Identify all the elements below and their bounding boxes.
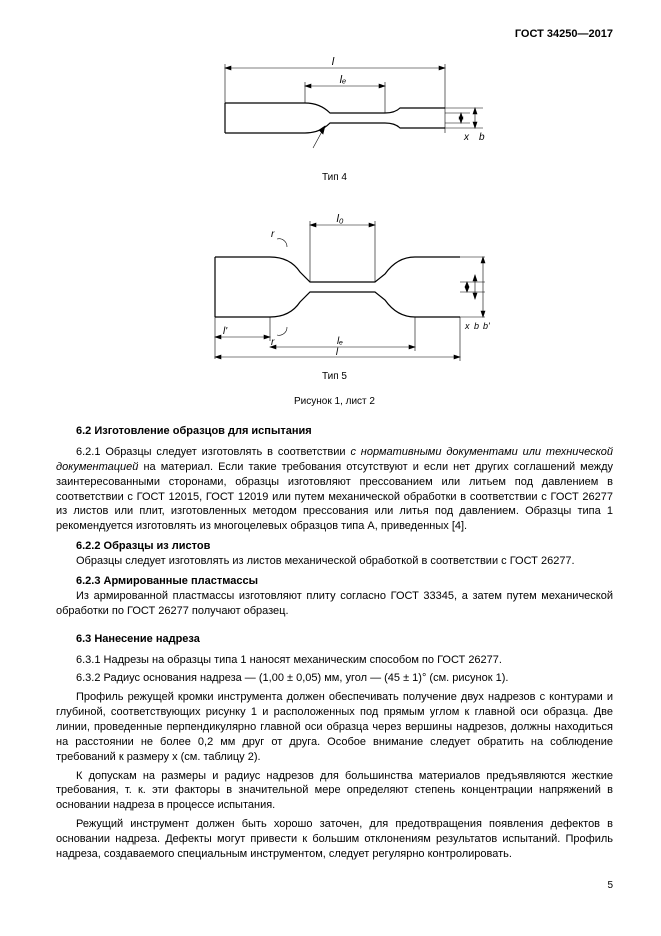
para-tool: Режущий инструмент должен быть хорошо за… xyxy=(56,817,613,862)
doc-header: ГОСТ 34250—2017 xyxy=(56,28,613,40)
fig5-label: Тип 5 xyxy=(56,371,613,382)
dim-l0: l₀ xyxy=(336,213,343,225)
heading-6-2: 6.2 Изготовление образцов для испытания xyxy=(76,425,613,437)
para-6-3-2: 6.3.2 Радиус основания надреза — (1,00 ±… xyxy=(56,671,613,686)
figure-type4: l lₑ x xyxy=(56,48,613,183)
dim-r1: r xyxy=(271,229,275,240)
dim-x: x xyxy=(463,132,470,143)
dim-le: lₑ xyxy=(339,74,346,86)
dim-lp: l' xyxy=(223,326,228,337)
dim-b5: b xyxy=(474,321,479,331)
dim-bp5: b' xyxy=(483,321,490,331)
p621-rest: на материал. Если такие требования отсут… xyxy=(56,461,613,532)
para-tolerances: К допускам на размеры и радиус надрезов … xyxy=(56,769,613,814)
page-number: 5 xyxy=(56,880,613,891)
dim-l: l xyxy=(331,56,334,68)
figure-type5: l₀ r r x b b' xyxy=(56,197,613,407)
para-6-2-2: Образцы следует изготовлять из листов ме… xyxy=(56,554,613,569)
dim-b: b xyxy=(479,132,485,143)
p621-lead: 6.2.1 Образцы следует изготовлять в соот… xyxy=(76,446,350,458)
para-6-3-1: 6.3.1 Надрезы на образцы типа 1 наносят … xyxy=(56,653,613,668)
para-6-2-3: Из армированной пластмассы изготовляют п… xyxy=(56,589,613,619)
heading-6-2-3: 6.2.3 Армированные пластмассы xyxy=(56,575,613,587)
dim-l5: l xyxy=(335,347,338,358)
dim-x5: x xyxy=(464,321,470,331)
dim-le5: lₑ xyxy=(336,336,342,347)
heading-6-2-2: 6.2.2 Образцы из листов xyxy=(56,540,613,552)
para-profile: Профиль режущей кромки инструмента долже… xyxy=(56,690,613,764)
figure-caption: Рисунок 1, лист 2 xyxy=(56,396,613,407)
para-6-2-1: 6.2.1 Образцы следует изготовлять в соот… xyxy=(56,445,613,534)
fig4-label: Тип 4 xyxy=(56,172,613,183)
heading-6-3: 6.3 Нанесение надреза xyxy=(76,633,613,645)
